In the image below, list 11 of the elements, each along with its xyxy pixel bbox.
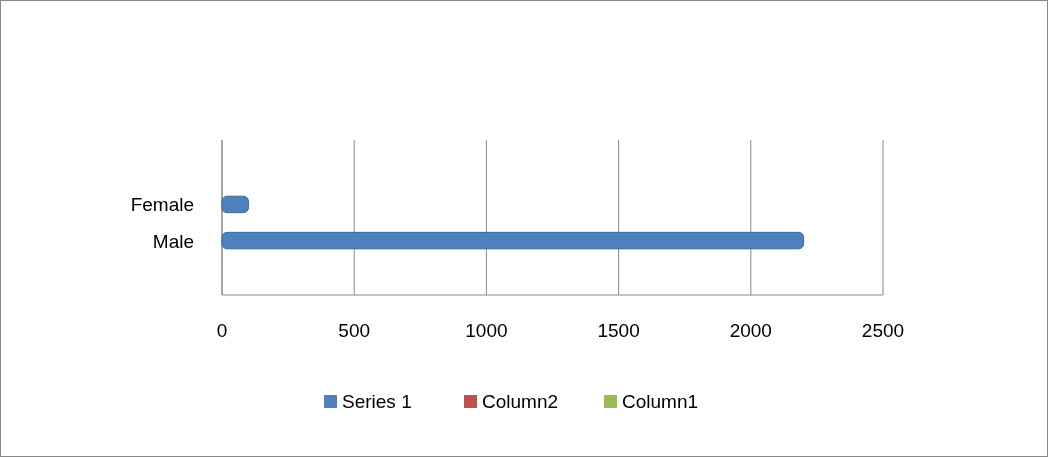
legend-label: Series 1 bbox=[342, 391, 412, 412]
x-tick-label: 500 bbox=[338, 320, 371, 341]
x-tick-label: 1000 bbox=[465, 320, 508, 341]
legend-label: Column1 bbox=[622, 391, 699, 412]
x-tick-label: 2500 bbox=[861, 320, 905, 341]
x-tick-label: 0 bbox=[216, 320, 228, 341]
y-tick-label: Male bbox=[152, 230, 194, 252]
legend-label: Column2 bbox=[482, 391, 559, 412]
y-tick-label: Female bbox=[130, 194, 194, 216]
x-tick-label: 1500 bbox=[597, 320, 640, 341]
x-tick-label: 2000 bbox=[729, 320, 772, 341]
